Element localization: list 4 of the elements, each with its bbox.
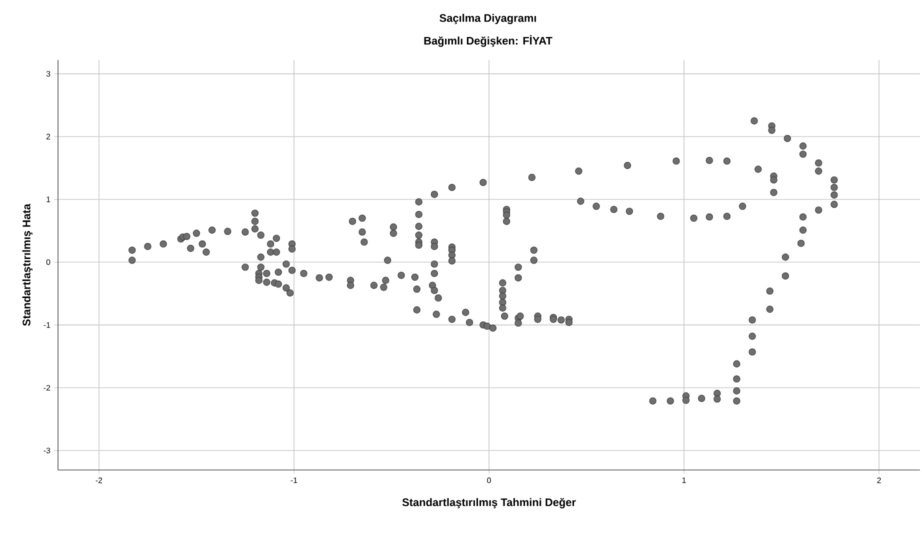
x-axis-title: Standartlaştırılmış Tahmini Değer bbox=[402, 498, 576, 508]
y-axis-title: Standartlaştırılmış Hata bbox=[22, 204, 33, 326]
chart-title: Saçılma Diyagramı bbox=[440, 14, 536, 24]
chart-subtitle: Bağımlı Değişken: FİYAT bbox=[424, 35, 552, 47]
